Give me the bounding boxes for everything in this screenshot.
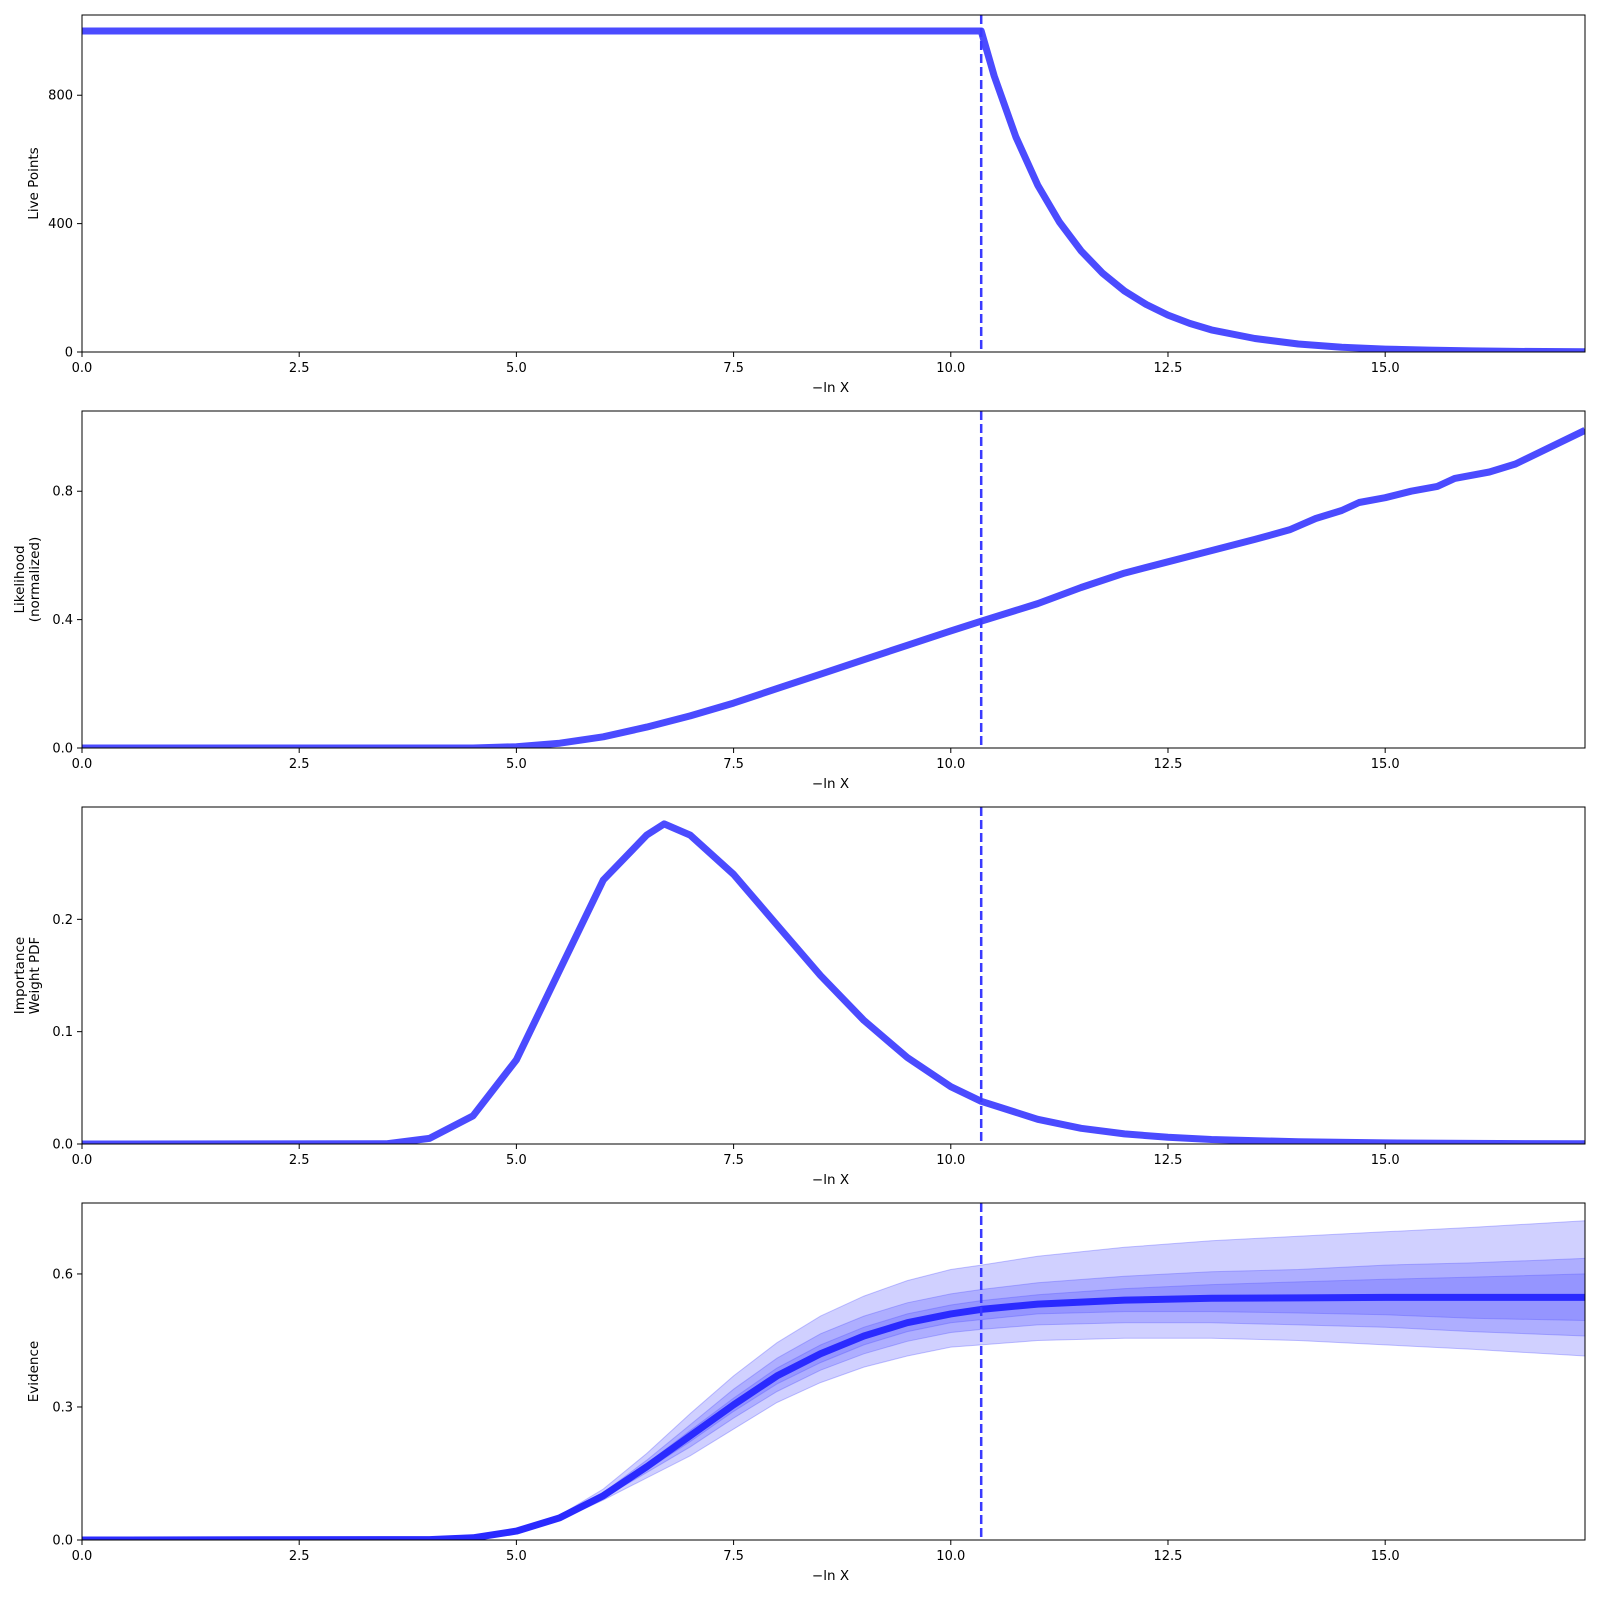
plot-area: [82, 15, 1585, 352]
x-tick-label: 10.0: [936, 757, 965, 772]
x-tick-label: 10.0: [936, 1549, 965, 1564]
x-axis-label: −ln X: [812, 1172, 849, 1188]
x-tick-label: 5.0: [506, 1153, 527, 1168]
x-tick-label: 0.0: [72, 757, 93, 772]
x-tick-label: 10.0: [936, 361, 965, 376]
x-tick-label: 2.5: [289, 361, 310, 376]
y-axis-label: Likelihood(normalized): [12, 537, 43, 623]
y-tick-label: 0.1: [52, 1025, 73, 1040]
x-tick-label: 12.5: [1154, 361, 1183, 376]
x-tick-label: 0.0: [72, 361, 93, 376]
x-tick-label: 5.0: [506, 757, 527, 772]
x-tick-label: 12.5: [1154, 757, 1183, 772]
axes-frame: [81, 806, 1586, 1145]
confidence-band-2: [82, 1257, 1585, 1540]
series-line-1: [82, 27, 1585, 352]
panel-4: 0.0 2.5 5.0 7.5 10.0 12.5 15.0 0.0 0.3 0.6 −ln X Ev…: [26, 1202, 1586, 1584]
y-tick-label: 0.8: [52, 485, 73, 500]
series-line-1: [82, 820, 1585, 1144]
x-tick-label: 15.0: [1371, 1549, 1400, 1564]
plot-area: [82, 1203, 1585, 1540]
x-tick-label: 5.0: [506, 1549, 527, 1564]
y-axis-label: Live Points: [26, 147, 42, 219]
x-axis-label: −ln X: [812, 1568, 849, 1584]
y-tick-label: 0.4: [52, 613, 73, 628]
x-tick-label: 0.0: [72, 1153, 93, 1168]
x-tick-label: 5.0: [506, 361, 527, 376]
y-axis-label: ImportanceWeight PDF: [12, 937, 43, 1015]
series-line-1: [82, 1293, 1585, 1540]
y-tick-label: 0.0: [52, 1138, 73, 1153]
y-tick-label: 0.2: [52, 913, 73, 928]
x-tick-label: 15.0: [1371, 1153, 1400, 1168]
x-tick-label: 12.5: [1154, 1153, 1183, 1168]
y-tick-label: 0.0: [52, 1534, 73, 1549]
x-axis-label: −ln X: [812, 380, 849, 396]
panel-3: 0.0 2.5 5.0 7.5 10.0 12.5 15.0 0.0 0.1 0.2 −ln X Im…: [12, 806, 1586, 1188]
x-tick-label: 2.5: [289, 1153, 310, 1168]
y-tick-label: 400: [48, 217, 73, 232]
x-tick-label: 7.5: [723, 757, 744, 772]
y-axis-label: Evidence: [26, 1341, 42, 1402]
x-tick-label: 15.0: [1371, 361, 1400, 376]
x-tick-label: 2.5: [289, 757, 310, 772]
y-tick-label: 800: [48, 89, 73, 104]
x-tick-label: 15.0: [1371, 757, 1400, 772]
axes-frame: [81, 1202, 1586, 1541]
panel-1: 0.0 2.5 5.0 7.5 10.0 12.5 15.0 0 400 800 −ln X Live…: [26, 14, 1586, 396]
x-tick-label: 12.5: [1154, 1549, 1183, 1564]
y-tick-label: 0: [65, 346, 73, 361]
x-tick-label: 7.5: [723, 1549, 744, 1564]
x-tick-label: 10.0: [936, 1153, 965, 1168]
x-tick-label: 7.5: [723, 361, 744, 376]
x-tick-label: 2.5: [289, 1549, 310, 1564]
x-axis-label: −ln X: [812, 776, 849, 792]
y-tick-label: 0.0: [52, 742, 73, 757]
axes-frame: [81, 14, 1586, 353]
x-tick-label: 7.5: [723, 1153, 744, 1168]
y-tick-label: 0.6: [52, 1267, 73, 1282]
x-tick-label: 0.0: [72, 1549, 93, 1564]
series-line-1: [82, 427, 1585, 748]
y-tick-label: 0.3: [52, 1400, 73, 1415]
panel-2: 0.0 2.5 5.0 7.5 10.0 12.5 15.0 0.0 0.4 0.8 −ln X Li…: [12, 410, 1586, 792]
plot-area: [82, 411, 1585, 748]
plot-area: [82, 807, 1585, 1144]
axes-frame: [81, 410, 1586, 749]
